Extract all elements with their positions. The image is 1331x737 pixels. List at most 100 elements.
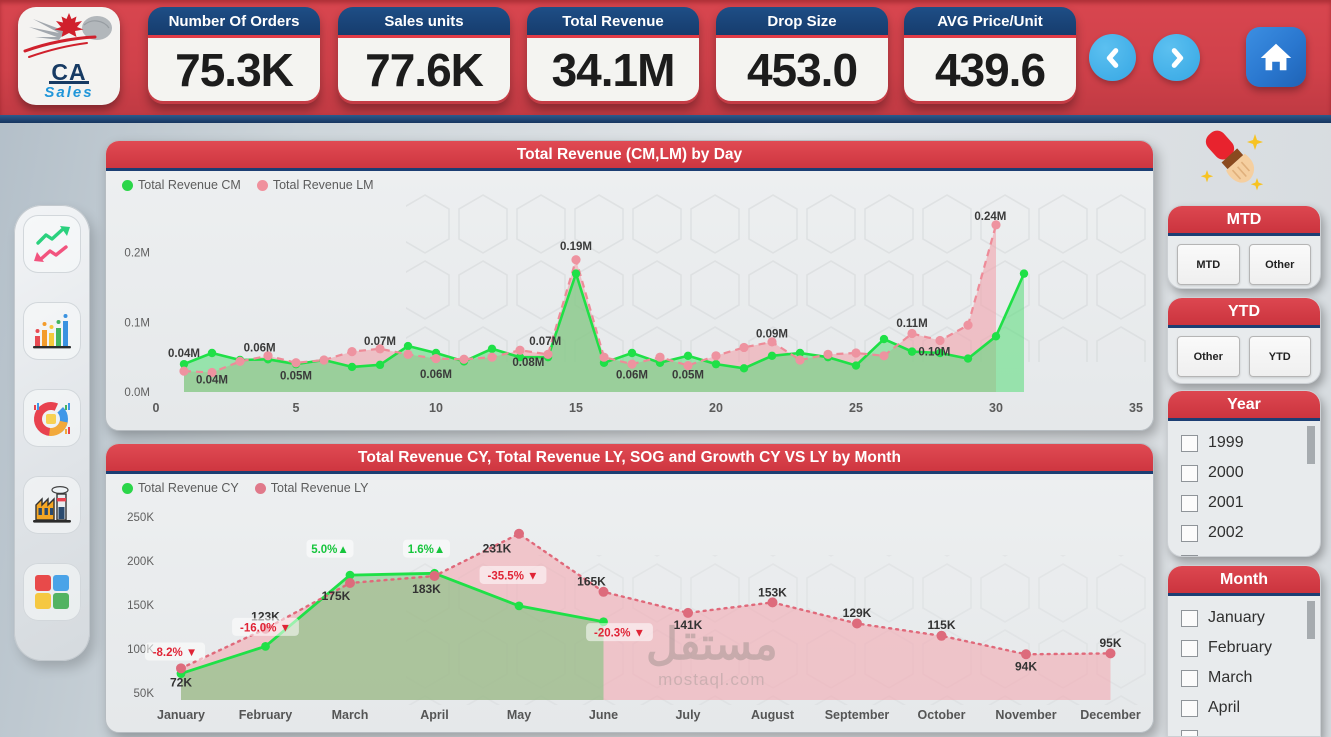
chart-title: Total Revenue (CM,LM) by Day	[106, 141, 1153, 171]
svg-text:0.2M: 0.2M	[124, 248, 150, 260]
legend-dot-green	[122, 482, 133, 494]
kpi-card-total-revenue: Total Revenue 34.1M	[527, 7, 699, 104]
legend-item-ly[interactable]: Total Revenue LY	[254, 481, 369, 495]
svg-text:0.24M: 0.24M	[974, 211, 1006, 223]
month-option-april[interactable]: April	[1181, 693, 1314, 723]
svg-text:0.0M: 0.0M	[124, 387, 150, 399]
chart-panel-revenue-by-day: Total Revenue (CM,LM) by Day Total Reven…	[105, 140, 1154, 431]
legend-dot-pink	[254, 482, 266, 494]
checkbox[interactable]	[1181, 639, 1198, 657]
svg-text:200K: 200K	[127, 556, 154, 568]
svg-text:-16.0% ▼: -16.0% ▼	[240, 622, 291, 634]
year-option-2001[interactable]: 2001	[1181, 488, 1314, 518]
svg-text:0.06M: 0.06M	[420, 369, 452, 381]
month-option-february[interactable]: February	[1181, 633, 1314, 663]
svg-text:May: May	[507, 708, 531, 722]
ytd-panel-title: YTD	[1168, 298, 1320, 328]
checkbox[interactable]	[1181, 464, 1198, 482]
year-option-1999[interactable]: 1999	[1181, 428, 1314, 458]
year-slicer-panel: Year 1999 2000 2001 2002	[1167, 390, 1321, 557]
month-option-partial[interactable]	[1181, 723, 1314, 736]
mtd-panel-title: MTD	[1168, 206, 1320, 236]
kpi-value: 75.3K	[148, 38, 320, 101]
svg-text:94K: 94K	[1015, 660, 1037, 674]
svg-text:25: 25	[849, 401, 863, 415]
checkbox[interactable]	[1181, 609, 1198, 627]
svg-text:153K: 153K	[758, 586, 787, 600]
nav-trends-tile[interactable]	[23, 215, 81, 273]
year-panel-title: Year	[1168, 391, 1320, 421]
month-slicer-panel: Month January February March April	[1167, 565, 1321, 737]
checkbox[interactable]	[1181, 434, 1198, 452]
svg-text:0.04M: 0.04M	[168, 348, 200, 360]
year-option-2002[interactable]: 2002	[1181, 518, 1314, 548]
donut-chart-icon	[34, 402, 70, 436]
year-option-2000[interactable]: 2000	[1181, 458, 1314, 488]
mtd-other-button[interactable]: Other	[1248, 244, 1311, 285]
mtd-button[interactable]: MTD	[1177, 244, 1240, 285]
svg-text:72K: 72K	[170, 675, 192, 689]
svg-text:April: April	[420, 708, 448, 722]
svg-text:October: October	[918, 708, 966, 722]
svg-text:February: February	[239, 708, 293, 722]
svg-text:231K: 231K	[483, 542, 512, 556]
month-option-march[interactable]: March	[1181, 663, 1314, 693]
year-list: 1999 2000 2001 2002	[1168, 421, 1320, 556]
ytd-button[interactable]: YTD	[1248, 336, 1311, 377]
nav-tiles-tile[interactable]	[23, 563, 81, 621]
svg-text:20: 20	[709, 401, 723, 415]
svg-text:-20.3% ▼: -20.3% ▼	[594, 628, 645, 640]
svg-text:0.11M: 0.11M	[896, 318, 927, 330]
svg-text:183K: 183K	[412, 582, 441, 596]
svg-text:5.0%▲: 5.0%▲	[311, 544, 349, 556]
svg-text:15: 15	[569, 401, 583, 415]
checkbox[interactable]	[1181, 494, 1198, 512]
kpi-value: 439.6	[904, 38, 1076, 101]
year-option-partial[interactable]	[1181, 548, 1314, 556]
kpi-label: Total Revenue	[527, 7, 699, 38]
kpi-value: 453.0	[716, 38, 888, 101]
month-scrollbar[interactable]	[1307, 601, 1315, 639]
legend-item-cm[interactable]: Total Revenue CM	[122, 178, 241, 192]
revenue-by-day-plot[interactable]: 0 5 10 15 20 25 30 35 0.0M 0.1M 0.2M 0.04M 0.04M 0.06…	[106, 192, 1153, 424]
svg-text:June: June	[589, 708, 618, 722]
legend-item-lm[interactable]: Total Revenue LM	[256, 178, 374, 192]
legend-item-cy[interactable]: Total Revenue CY	[122, 481, 239, 495]
checkbox[interactable]	[1181, 524, 1198, 542]
checkbox[interactable]	[1181, 554, 1198, 556]
legend-label: Total Revenue LM	[272, 178, 374, 192]
trend-arrows-icon	[34, 226, 70, 262]
nav-bar-chart-tile[interactable]	[23, 302, 81, 360]
svg-text:0.06M: 0.06M	[244, 342, 276, 354]
clear-filters-button[interactable]	[1193, 124, 1277, 204]
logo-text-sales: Sales	[44, 84, 94, 101]
prev-page-button[interactable]	[1089, 34, 1136, 81]
svg-text:March: March	[332, 708, 369, 722]
svg-text:0.05M: 0.05M	[672, 370, 704, 382]
ytd-other-button[interactable]: Other	[1177, 336, 1240, 377]
nav-donut-chart-tile[interactable]	[23, 389, 81, 447]
svg-text:250K: 250K	[127, 512, 154, 524]
month-option-january[interactable]: January	[1181, 603, 1314, 633]
svg-text:0.06M: 0.06M	[616, 370, 648, 382]
svg-text:December: December	[1080, 708, 1141, 722]
ytd-slicer-panel: YTD Other YTD	[1167, 297, 1321, 384]
nav-factory-tile[interactable]	[23, 476, 81, 534]
svg-text:175K: 175K	[322, 589, 351, 603]
logo-graphic	[23, 13, 112, 58]
svg-text:5: 5	[293, 401, 300, 415]
legend-label: Total Revenue LY	[270, 481, 369, 495]
svg-text:95K: 95K	[1099, 636, 1121, 650]
next-page-button[interactable]	[1153, 34, 1200, 81]
revenue-by-month-plot[interactable]: January February March April May June July Augu…	[106, 495, 1153, 728]
checkbox[interactable]	[1181, 729, 1198, 736]
mtd-slicer-panel: MTD MTD Other	[1167, 205, 1321, 289]
chart-legend: Total Revenue CY Total Revenue LY	[106, 474, 1153, 495]
checkbox[interactable]	[1181, 699, 1198, 717]
checkbox[interactable]	[1181, 669, 1198, 687]
factory-icon	[33, 485, 71, 523]
home-button[interactable]	[1246, 27, 1306, 87]
legend-dot-green	[122, 179, 133, 191]
year-scrollbar[interactable]	[1307, 426, 1315, 464]
kpi-label: Number Of Orders	[148, 7, 320, 38]
